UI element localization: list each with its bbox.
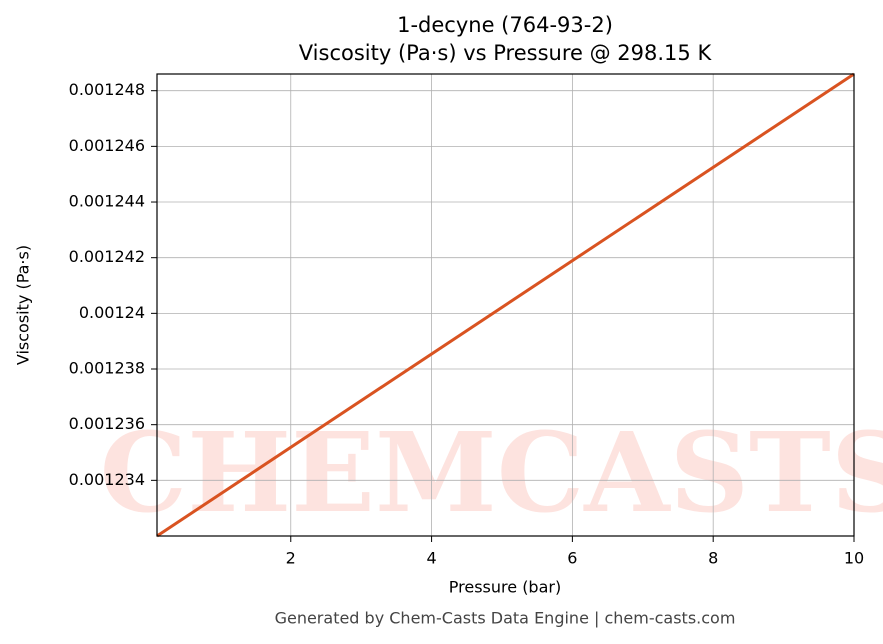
chart-title: 1-decyne (764-93-2) — [397, 13, 613, 37]
watermark: CHEMCASTS — [100, 408, 883, 537]
y-tick-label: 0.001248 — [69, 80, 145, 99]
y-tick-label: 0.001242 — [69, 247, 145, 266]
y-tick-label: 0.001236 — [69, 414, 145, 433]
y-tick-label: 0.001234 — [69, 470, 145, 489]
y-tick-label: 0.001238 — [69, 359, 145, 378]
footer: Generated by Chem-Casts Data Engine | ch… — [275, 609, 736, 628]
x-tick-label: 8 — [708, 549, 718, 568]
x-tick-label: 10 — [844, 549, 864, 568]
data-line — [156, 72, 855, 538]
chart-subtitle: Viscosity (Pa·s) vs Pressure @ 298.15 K — [299, 41, 713, 65]
x-axis-label: Pressure (bar) — [449, 578, 561, 597]
y-tick-label: 0.001244 — [69, 192, 145, 211]
plot-frame — [156, 73, 855, 537]
x-tick-label: 6 — [567, 549, 577, 568]
y-axis-label: Viscosity (Pa·s) — [14, 245, 33, 365]
x-tick-label: 2 — [286, 549, 296, 568]
y-tick-label: 0.001246 — [69, 136, 145, 155]
y-tick-label: 0.00124 — [79, 303, 145, 322]
x-tick-label: 4 — [426, 549, 436, 568]
